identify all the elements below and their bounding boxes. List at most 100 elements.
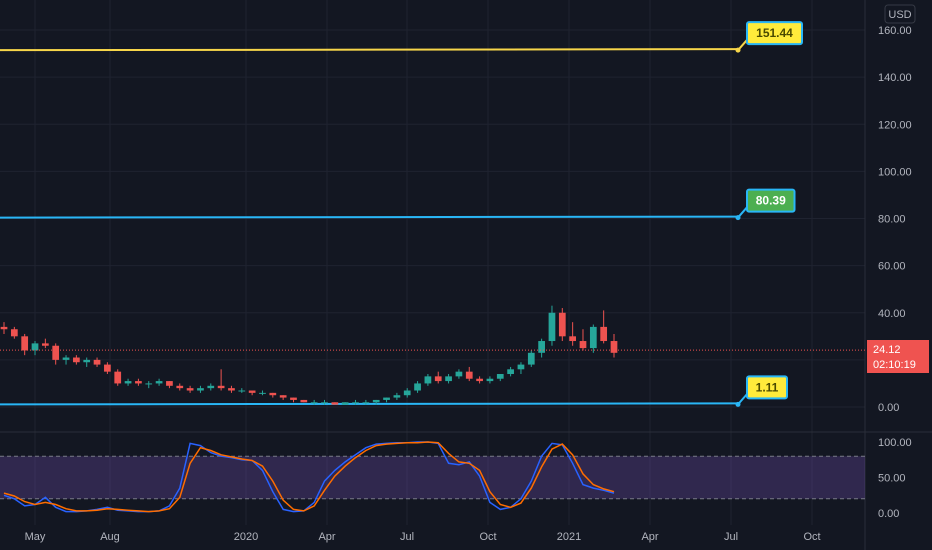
currency-label: USD xyxy=(888,9,911,21)
candle-body xyxy=(527,352,535,365)
level-tag xyxy=(746,21,803,46)
candle-body xyxy=(548,312,556,342)
last-price-badge xyxy=(867,340,929,373)
candle-body xyxy=(114,371,122,384)
candle-body xyxy=(362,402,370,404)
time-tick-label: Oct xyxy=(479,531,496,543)
candle-body xyxy=(579,341,587,349)
candle-body xyxy=(331,402,339,405)
candle-body xyxy=(465,371,473,379)
candle-body xyxy=(155,381,163,384)
price-tick-label: 120.00 xyxy=(878,119,912,131)
candle-body xyxy=(124,381,132,384)
level-tag xyxy=(746,188,796,213)
time-tick-label: Aug xyxy=(100,531,120,543)
candle-body xyxy=(569,336,577,342)
last-price-label: 24.12 xyxy=(873,344,901,356)
candle-body xyxy=(197,388,204,391)
candle-body xyxy=(228,388,235,391)
time-tick-label: Apr xyxy=(641,531,658,543)
level-tag-label: 1.11 xyxy=(756,380,779,394)
level-anchor-dot xyxy=(735,47,741,53)
candle-body xyxy=(424,376,432,384)
level-tag xyxy=(746,375,788,400)
time-tick-label: 2020 xyxy=(234,531,258,543)
time-tick-label: 2021 xyxy=(557,531,581,543)
candle-body xyxy=(517,364,525,370)
time-tick-label: Jul xyxy=(400,531,414,543)
candle-body xyxy=(290,397,297,400)
candle-body xyxy=(217,385,225,389)
candle-body xyxy=(589,326,597,349)
candle-body xyxy=(445,376,452,382)
candle-body xyxy=(52,345,60,360)
level-line xyxy=(0,402,739,406)
candle-body xyxy=(269,392,277,396)
level-line xyxy=(0,215,739,219)
candle-body xyxy=(610,341,618,353)
price-tick-label: 40.00 xyxy=(878,308,906,320)
candle-body xyxy=(279,395,287,398)
time-tick-label: Jul xyxy=(724,531,738,543)
price-tick-label: 160.00 xyxy=(878,25,912,37)
candle-body xyxy=(83,359,91,363)
candle-body xyxy=(62,357,70,360)
level-anchor-dot xyxy=(735,401,741,407)
candle-body xyxy=(476,378,483,382)
price-tick-label: 100.00 xyxy=(878,166,912,178)
candle-body xyxy=(10,329,18,337)
candle-body xyxy=(259,392,266,394)
currency-badge[interactable] xyxy=(884,4,916,24)
countdown-label: 02:10:19 xyxy=(873,359,916,371)
candle-body xyxy=(507,369,514,375)
candle-body xyxy=(176,385,184,389)
candlestick-series xyxy=(0,305,618,405)
stoch-d-line xyxy=(3,441,615,513)
candle-body xyxy=(104,364,111,372)
level-anchor-dot xyxy=(735,215,741,221)
candle-body xyxy=(393,395,401,398)
candle-body xyxy=(383,397,390,400)
time-tick-label: Apr xyxy=(318,531,335,543)
candle-body xyxy=(352,402,359,404)
candle-body xyxy=(248,390,256,393)
candle-body xyxy=(0,326,8,330)
horizontal-levels xyxy=(0,48,739,406)
price-tick-label: 140.00 xyxy=(878,72,912,84)
candle-body xyxy=(207,385,215,389)
candle-body xyxy=(238,390,246,392)
level-tag-label: 151.44 xyxy=(756,26,793,40)
candle-body xyxy=(300,399,308,403)
candle-body xyxy=(321,402,328,404)
candle-body xyxy=(135,381,142,384)
candle-body xyxy=(166,381,173,386)
candle-body xyxy=(403,390,411,396)
price-tick-label: 0.00 xyxy=(878,402,899,414)
candle-body xyxy=(93,359,101,365)
candle-body xyxy=(496,374,504,379)
candle-body xyxy=(41,343,49,346)
time-axis: May Aug 2020 Apr Jul Oct 2021 Apr Jul Oct xyxy=(25,531,821,543)
candle-body xyxy=(73,357,80,363)
candle-body xyxy=(341,402,349,405)
price-tick-label: 60.00 xyxy=(878,261,906,273)
stoch-rsi-panel: 100.00 50.00 0.00 xyxy=(0,437,912,520)
candle-body xyxy=(310,402,318,404)
level-tags[interactable]: 151.44 80.39 1.11 xyxy=(735,21,803,407)
candle-body xyxy=(486,378,494,382)
price-tick-label: 80.00 xyxy=(878,214,906,226)
candle-body xyxy=(372,399,380,403)
stoch-tick-label: 0.00 xyxy=(878,508,899,520)
candle-body xyxy=(538,341,545,353)
candle-body xyxy=(21,336,29,351)
time-tick-label: Oct xyxy=(803,531,820,543)
candle-body xyxy=(434,376,442,382)
candle-body xyxy=(186,388,194,391)
candle-body xyxy=(600,326,608,342)
level-tag-label: 80.39 xyxy=(756,194,786,208)
stoch-tick-label: 100.00 xyxy=(878,437,912,449)
candle-body xyxy=(414,383,421,391)
candle-body xyxy=(145,383,153,385)
